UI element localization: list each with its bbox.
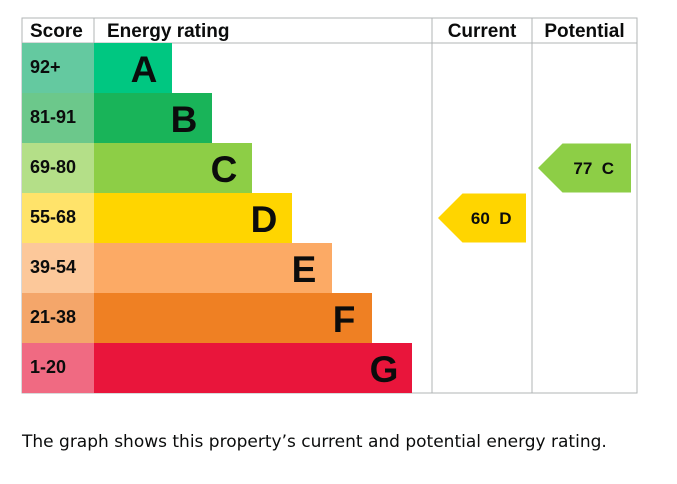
score-label-b: 81-91 xyxy=(30,107,76,127)
header-score: Score xyxy=(30,21,83,42)
rating-letter-g: G xyxy=(370,349,399,390)
rating-bar-a xyxy=(94,43,172,93)
score-cell-g xyxy=(22,343,94,393)
score-cell-a xyxy=(22,43,94,93)
rating-bar-d xyxy=(94,193,292,243)
rating-letter-a: A xyxy=(131,49,158,90)
score-cell-c xyxy=(22,143,94,193)
rating-bar-f xyxy=(94,293,372,343)
rating-letter-f: F xyxy=(333,299,356,340)
score-label-a: 92+ xyxy=(30,57,61,77)
rating-letter-d: D xyxy=(251,199,278,240)
rating-bar-g xyxy=(94,343,412,393)
score-label-e: 39-54 xyxy=(30,257,76,277)
potential-rating-arrow xyxy=(538,143,631,193)
score-cell-d xyxy=(22,193,94,243)
rating-letter-b: B xyxy=(171,99,198,140)
rating-letter-e: E xyxy=(292,249,317,290)
rating-bar-b xyxy=(94,93,212,143)
header-potential: Potential xyxy=(544,21,624,42)
score-label-d: 55-68 xyxy=(30,207,76,227)
score-label-f: 21-38 xyxy=(30,307,76,327)
score-cell-b xyxy=(22,93,94,143)
current-rating-label: 60 D xyxy=(471,209,512,228)
potential-rating-label: 77 C xyxy=(573,159,614,178)
score-cell-f xyxy=(22,293,94,343)
rating-letter-c: C xyxy=(211,149,238,190)
score-label-c: 69-80 xyxy=(30,157,76,177)
header-current: Current xyxy=(448,21,517,42)
rating-bar-c xyxy=(94,143,252,193)
current-rating-arrow xyxy=(438,193,526,243)
energy-rating-chart: Score Energy rating Current Potential 92+ A 81… xyxy=(21,17,638,394)
chart-caption: The graph shows this property’s current … xyxy=(22,432,607,452)
header-energy-rating: Energy rating xyxy=(107,21,229,42)
rating-bar-e xyxy=(94,243,332,293)
score-label-g: 1-20 xyxy=(30,357,66,377)
score-cell-e xyxy=(22,243,94,293)
